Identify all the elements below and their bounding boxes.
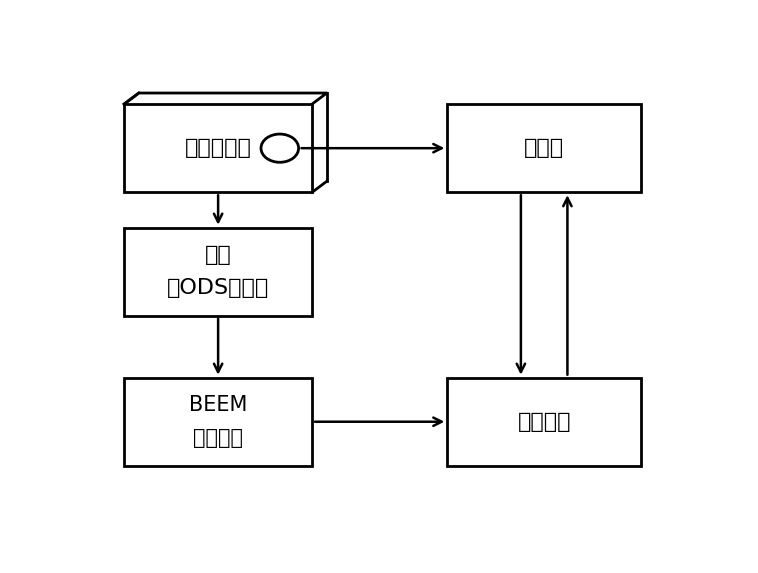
Text: 波纹管: 波纹管 — [524, 138, 564, 158]
Text: 缺陷评估: 缺陷评估 — [518, 412, 571, 431]
Bar — [124, 104, 312, 193]
Bar — [124, 378, 312, 466]
Text: 数据处理: 数据处理 — [193, 429, 243, 449]
Circle shape — [261, 134, 299, 162]
Text: （ODS数据）: （ODS数据） — [167, 278, 269, 299]
Bar — [447, 378, 641, 466]
Bar — [124, 227, 312, 316]
Text: 电脑: 电脑 — [205, 245, 231, 265]
Text: 激光测振仪: 激光测振仪 — [185, 138, 252, 158]
Text: BEEM: BEEM — [189, 395, 247, 415]
Bar — [447, 104, 641, 193]
